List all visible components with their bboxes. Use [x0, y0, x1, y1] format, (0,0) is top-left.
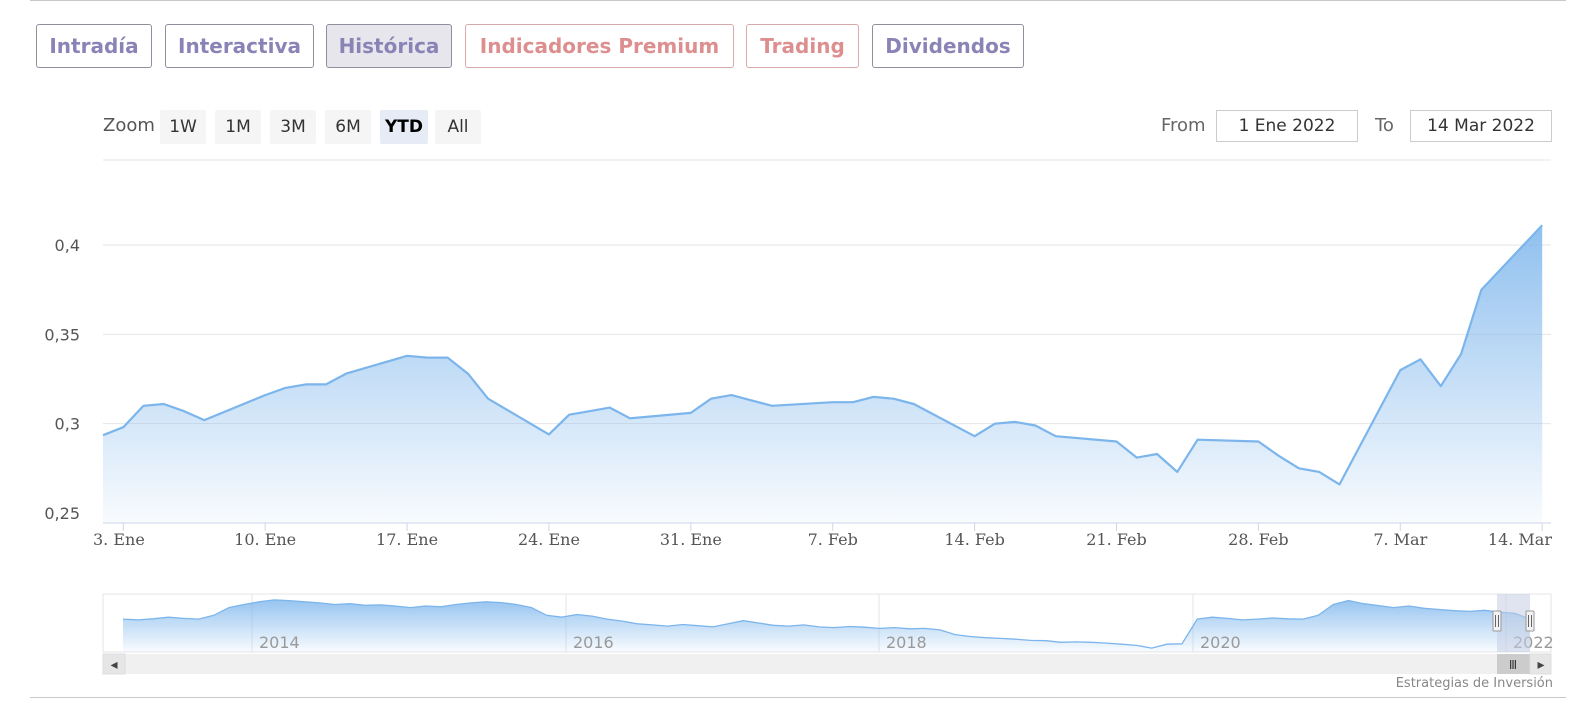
navigator-selection-mask [1497, 594, 1530, 652]
series-area [103, 225, 1543, 524]
x-tick-label: 17. Ene [376, 530, 438, 549]
x-tick-label: 31. Ene [660, 530, 722, 549]
scroll-left-icon: ◂ [110, 657, 117, 673]
scroll-right-icon: ▸ [1537, 657, 1544, 673]
x-tick-label: 21. Feb [1086, 530, 1146, 549]
to-label: To [1375, 115, 1394, 136]
to-date-input[interactable]: 14 Mar 2022 [1410, 110, 1552, 142]
navigator-tick-label: 2014 [259, 633, 300, 652]
chart-plot [102, 224, 1543, 524]
zoom-6m-button[interactable]: 6M [325, 110, 371, 144]
navigator-tick-label: 2020 [1200, 633, 1241, 652]
tab-trading[interactable]: Trading [746, 24, 859, 68]
x-tick-label: 7. Feb [808, 530, 858, 549]
navigator-left-handle[interactable] [1492, 610, 1502, 632]
navigator-line [122, 599, 1531, 649]
chart-axes: 3. Ene 10. Ene 17. Ene 24. Ene 31. Ene 7. Feb… [93, 522, 1552, 549]
series-line [102, 224, 1543, 486]
chart-credits: Estrategias de Inversión [1395, 676, 1553, 691]
x-tick-label: 7. Mar [1373, 530, 1427, 549]
y-tick-label: 0,3 [55, 415, 80, 434]
x-tick-label: 10. Ene [234, 530, 296, 549]
x-tick-label: 14. Feb [944, 530, 1004, 549]
from-date-input[interactable]: 1 Ene 2022 [1216, 110, 1358, 142]
y-tick-label: 0,4 [55, 236, 80, 255]
scrollbar-left-button[interactable] [102, 653, 126, 675]
tab-interactiva[interactable]: Interactiva [165, 24, 314, 68]
zoom-ytd-button[interactable]: YTD [380, 110, 428, 144]
y-tick-label: 0,35 [44, 325, 80, 344]
navigator-right-handle[interactable] [1525, 610, 1535, 632]
from-label: From [1161, 115, 1206, 136]
zoom-1w-button[interactable]: 1W [160, 110, 206, 144]
navigator-scrollbar[interactable]: ◂ Ⅲ ▸ [102, 653, 1552, 675]
tab-historica[interactable]: Histórica [326, 24, 452, 68]
zoom-3m-button[interactable]: 3M [270, 110, 316, 144]
x-tick-label: 14. Mar [1488, 530, 1552, 549]
zoom-all-button[interactable]: All [435, 110, 481, 144]
x-tick-label: 28. Feb [1228, 530, 1288, 549]
navigator[interactable]: 2014 2016 2018 2020 2022 [102, 593, 1554, 653]
navigator-tick-label: 2018 [886, 633, 927, 652]
navigator-area [123, 599, 1530, 652]
zoom-label: Zoom [103, 115, 155, 136]
top-divider [30, 0, 1566, 1]
bottom-divider [30, 697, 1566, 698]
x-tick-label: 24. Ene [518, 530, 580, 549]
scrollbar-grip-icon: Ⅲ [1509, 658, 1517, 672]
tab-intradia[interactable]: Intradía [36, 24, 152, 68]
tab-indicadores-premium[interactable]: Indicadores Premium [465, 24, 734, 68]
scrollbar-thumb[interactable] [1497, 654, 1530, 674]
x-tick-label: 3. Ene [93, 530, 145, 549]
zoom-1m-button[interactable]: 1M [215, 110, 261, 144]
scrollbar-right-button[interactable] [1529, 653, 1552, 675]
tab-dividendos[interactable]: Dividendos [872, 24, 1024, 68]
y-tick-label: 0,25 [44, 504, 80, 523]
navigator-tick-label: 2016 [573, 633, 614, 652]
scrollbar-track [103, 654, 1551, 674]
